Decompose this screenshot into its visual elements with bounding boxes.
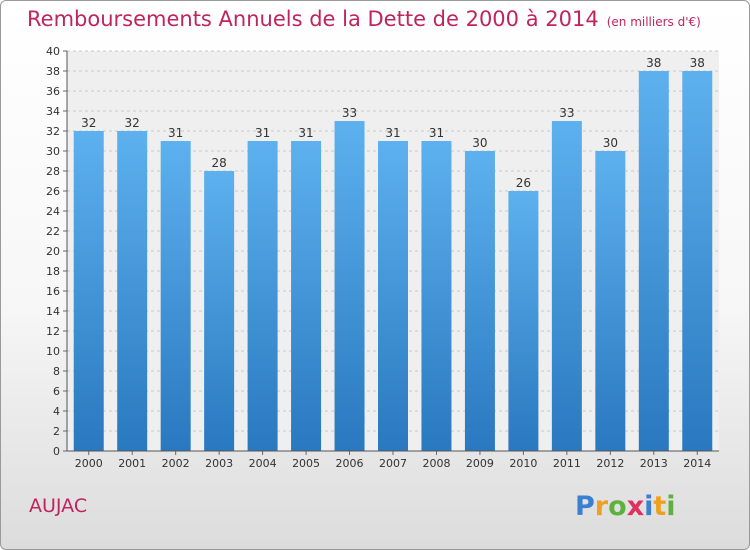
logo-letter: i [666, 491, 676, 522]
y-tick-label: 6 [53, 385, 60, 398]
x-tick-label: 2010 [509, 457, 537, 470]
bar [117, 131, 148, 451]
logo-letter: t [653, 491, 667, 522]
logo-letter: r [594, 491, 609, 522]
logo-letter: i [644, 491, 654, 522]
bar-value-label: 38 [646, 56, 661, 70]
y-tick-label: 18 [46, 265, 60, 278]
x-tick-label: 2014 [683, 457, 711, 470]
y-tick-label: 34 [46, 105, 60, 118]
x-tick-label: 2006 [336, 457, 364, 470]
x-tick-label: 2005 [292, 457, 320, 470]
bar [334, 121, 365, 451]
y-tick-label: 36 [46, 85, 60, 98]
x-tick-label: 2002 [162, 457, 190, 470]
bar-value-label: 31 [385, 126, 400, 140]
commune-name: AUJAC [29, 495, 88, 517]
y-tick-label: 32 [46, 125, 60, 138]
bar-value-label: 30 [603, 136, 618, 150]
y-tick-label: 26 [46, 185, 60, 198]
y-tick-label: 0 [53, 445, 60, 458]
bar-value-label: 30 [472, 136, 487, 150]
y-tick-label: 4 [53, 405, 60, 418]
bar [508, 191, 539, 451]
bar [160, 141, 191, 451]
y-tick-label: 16 [46, 285, 60, 298]
y-tick-label: 24 [46, 205, 60, 218]
bar [551, 121, 582, 451]
bar-value-label: 28 [211, 156, 226, 170]
y-tick-label: 14 [46, 305, 60, 318]
bar [595, 151, 626, 451]
y-tick-label: 28 [46, 165, 60, 178]
x-tick-label: 2009 [466, 457, 494, 470]
bar [682, 71, 713, 451]
bar-value-label: 31 [168, 126, 183, 140]
y-tick-label: 20 [46, 245, 60, 258]
bar-value-label: 32 [125, 116, 140, 130]
bar-value-label: 31 [255, 126, 270, 140]
y-tick-label: 30 [46, 145, 60, 158]
bar-value-label: 33 [342, 106, 357, 120]
y-tick-label: 8 [53, 365, 60, 378]
bar [464, 151, 495, 451]
chart-unit: (en milliers d'€) [606, 15, 701, 29]
bar [421, 141, 452, 451]
x-tick-label: 2003 [205, 457, 233, 470]
chart-title-text: Remboursements Annuels de la Dette de 20… [27, 7, 599, 31]
proxiti-logo: Proxiti [575, 491, 676, 522]
y-tick-label: 38 [46, 65, 60, 78]
x-tick-label: 2000 [75, 457, 103, 470]
bar-value-label: 32 [81, 116, 96, 130]
bar [638, 71, 669, 451]
x-tick-label: 2001 [118, 457, 146, 470]
logo-letter: o [608, 491, 627, 522]
logo-letter: P [575, 491, 595, 522]
bar [291, 141, 322, 451]
bar [204, 171, 235, 451]
bar-value-label: 38 [690, 56, 705, 70]
x-tick-label: 2004 [249, 457, 277, 470]
x-tick-label: 2011 [553, 457, 581, 470]
x-tick-label: 2012 [596, 457, 624, 470]
bar [378, 141, 408, 451]
bar-value-label: 31 [429, 126, 444, 140]
logo-letter: x [626, 491, 645, 522]
y-tick-label: 12 [46, 325, 60, 338]
bar-value-label: 33 [559, 106, 574, 120]
y-tick-label: 22 [46, 225, 60, 238]
y-tick-label: 40 [46, 45, 60, 58]
y-tick-label: 2 [53, 425, 60, 438]
y-tick-label: 10 [46, 345, 60, 358]
bar-value-label: 31 [298, 126, 313, 140]
x-tick-label: 2007 [379, 457, 407, 470]
x-tick-label: 2013 [640, 457, 668, 470]
bar-value-label: 26 [516, 176, 531, 190]
bar [247, 141, 278, 451]
x-tick-label: 2008 [422, 457, 450, 470]
chart-title: Remboursements Annuels de la Dette de 20… [27, 7, 701, 31]
bar [73, 131, 104, 451]
